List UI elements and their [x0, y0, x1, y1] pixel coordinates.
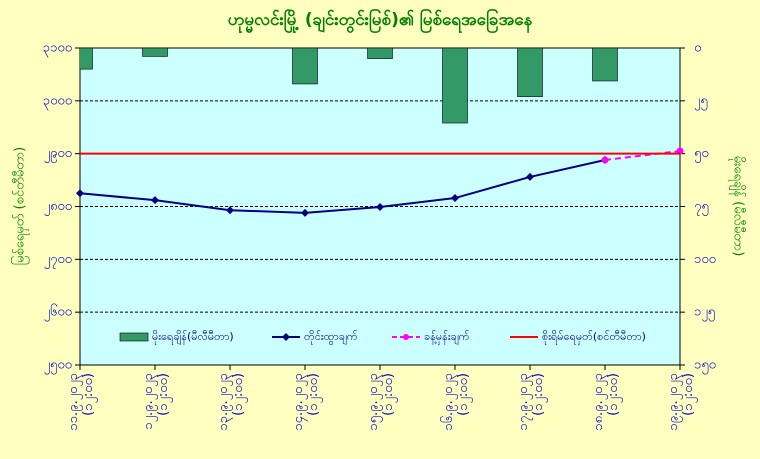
y2-axis-title: မိုးရေချိန် (မီလီမီတာ): [729, 156, 747, 257]
x-tick-label: ၁၆.၉.၂၀၂၃(၁၂:၀၀): [440, 373, 473, 431]
y2-tick-label: ၁၂၅: [694, 305, 715, 322]
x-tick-label: ၁၂.၉.၂၀၂၃(၁၂:၀၀): [141, 373, 173, 430]
x-tick-label: ၁၈.၉.၂၀၂၃(၁၂:၀၀): [591, 373, 623, 431]
legend-label: မိုးရေချိန်(မီလီမီတာ): [152, 330, 234, 345]
legend-swatch: [119, 332, 149, 342]
marker: [226, 206, 234, 215]
legend-label: စိုးရိမ်ရေမှတ်(စင်တီမီတာ): [542, 330, 646, 345]
y2-tick-label: ၅၀: [694, 146, 709, 163]
bar: [142, 48, 168, 57]
y2-tick-label: ၇၅: [694, 199, 709, 216]
y-tick-label: ၂၈၀၀: [44, 199, 72, 216]
bar: [292, 48, 318, 85]
line: [79, 159, 606, 214]
y-tick-label: ၃၀၀၀: [43, 93, 72, 110]
y-axis-title: မြစ်ရေမှတ် (စင်တီမီတာ): [11, 147, 30, 265]
legend-label: တိုင်းထွာချက်: [304, 330, 358, 345]
y-tick-label: ၂၇၀၀: [44, 252, 72, 269]
x-tick-label: ၁၅.၉.၂၀၂၃(၁၂:၀၀): [366, 373, 398, 431]
y2-tick-label: ၁၅၀: [694, 358, 716, 375]
y2-tick-label: ၀: [694, 41, 701, 56]
x-tick-label: ၁၃.၉.၂၀၂၃(၁၂:၀၀): [216, 373, 248, 431]
bar: [367, 48, 393, 59]
legend-marker: [403, 334, 409, 340]
bar: [80, 48, 93, 70]
marker: [376, 203, 384, 212]
legend-label: ခန့်မှန်းချက်: [424, 330, 470, 345]
marker: [151, 196, 159, 205]
x-tick-label: ၁၄.၉.၂၀၂၃(၁၂:၀၀): [291, 373, 323, 431]
marker: [601, 156, 609, 164]
x-tick-label: ၁၁.၉.၂၀၂၃(၁၂:၀၀): [66, 373, 98, 431]
line: [604, 150, 681, 161]
bar: [517, 48, 543, 97]
legend-marker: [282, 333, 290, 341]
marker: [76, 189, 84, 198]
marker: [451, 194, 459, 203]
y-tick-label: ၂၉၀၀: [44, 146, 72, 163]
bar: [442, 48, 468, 124]
marker: [526, 172, 534, 181]
x-tick-label: ၁၇.၉.၂၀၂၃(၁၂:၀၀): [516, 373, 548, 431]
y-tick-label: ၃၁၀၀: [43, 41, 72, 58]
y2-tick-label: ၁၀၀: [694, 252, 716, 267]
x-tick-label: ၁၉.၉.၂၀၂၃(၁၂:၀၀): [666, 373, 698, 431]
bar: [592, 48, 618, 82]
y-tick-label: ၂၆၀၀: [44, 304, 72, 322]
y2-tick-label: ၂၅: [694, 93, 708, 110]
y-tick-label: ၂၅၀၀: [44, 358, 72, 375]
marker: [301, 208, 309, 217]
chart-title: ဟုမ္မလင်းမြို့ (ချင်းတွင်းမြစ်)၏ မြစ်ရေအ…: [228, 7, 533, 34]
